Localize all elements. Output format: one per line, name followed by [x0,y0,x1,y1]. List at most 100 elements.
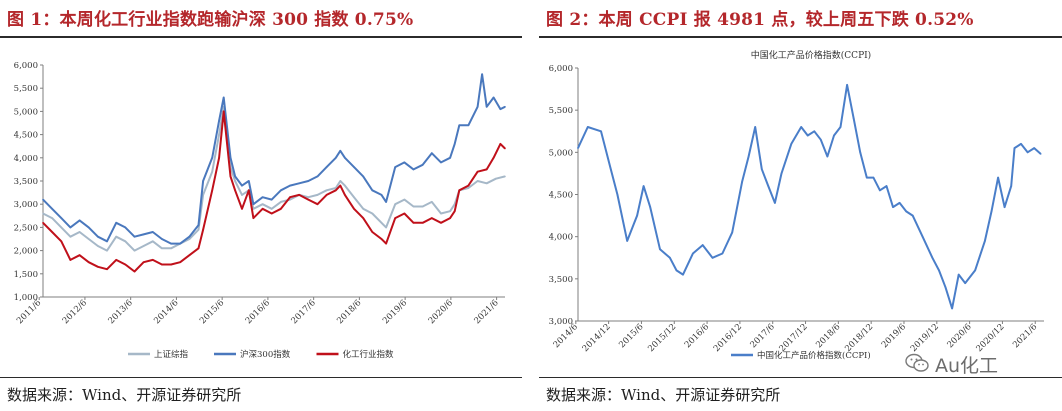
data-point [307,196,310,198]
data-point [97,245,99,247]
data-point [316,203,319,205]
data-point [403,198,406,201]
source-divider [0,377,522,378]
data-point [1020,143,1022,145]
data-point [453,203,456,205]
data-point [767,185,770,187]
data-point [747,155,750,158]
data-point [280,189,282,192]
data-point [499,143,502,145]
x-tick-label: 2020/6 [427,298,455,326]
data-point [298,194,301,196]
x-tick-label: 2015/12 [646,322,678,354]
figure-2-source: 数据来源：Wind、开源证券研究所 [546,386,781,404]
data-point [42,222,44,224]
data-point [142,245,145,247]
y-tick-label: 5,000 [549,148,573,158]
data-point [892,206,894,208]
data-point [78,254,81,256]
figure-1-source: 数据来源：Wind、开源证券研究所 [7,386,242,404]
data-point [133,235,136,238]
data-point [298,182,301,185]
chart-title: 中国化工产品价格指数(CCPI) [751,49,871,61]
data-point [188,238,191,240]
data-point [261,196,264,198]
data-point [124,263,127,266]
data-point [316,175,319,178]
data-point [270,212,273,215]
y-tick-label: 4,500 [549,191,573,201]
y-tick-label: 4,000 [14,154,38,164]
data-point [211,189,213,192]
data-point [280,201,282,203]
data-point [69,259,72,261]
x-tick-label: 2012/6 [61,298,89,326]
data-point [362,175,365,178]
data-point [476,106,479,108]
data-point [826,155,829,158]
series-line-2 [42,110,506,273]
data-point [142,233,145,236]
data-point [1010,185,1012,187]
data-point [587,126,589,128]
y-tick-label: 3,000 [549,317,573,327]
data-point [458,124,461,127]
data-point [170,242,172,245]
data-point [492,96,495,99]
data-point [1039,153,1042,155]
data-point [692,252,694,255]
x-tick-label: 2013/6 [107,298,135,326]
data-point [371,189,374,192]
data-point [289,196,291,198]
data-point [453,143,456,145]
data-point [440,212,442,215]
source-divider [539,377,1062,378]
data-point [152,259,154,261]
data-point [335,157,337,159]
data-point [51,208,53,210]
data-point [852,117,855,120]
data-point [202,228,204,231]
data-point [741,181,743,183]
data-point [997,176,999,179]
data-point [51,231,53,233]
data-point [307,198,310,201]
data-point [87,226,90,229]
data-point [499,108,502,110]
data-point [458,189,461,192]
y-tick-label: 6,000 [549,64,573,74]
data-point [380,194,383,196]
data-point [222,96,225,99]
data-point [289,184,291,187]
data-point [197,228,200,231]
data-point [385,201,387,203]
data-point [248,180,250,182]
data-point [682,273,684,276]
data-point [669,257,671,259]
data-point [898,202,901,204]
data-point [431,152,433,154]
data-point [839,126,842,128]
data-point [412,168,415,171]
data-point [97,235,99,238]
data-point [124,240,127,243]
data-point [964,282,966,284]
data-point [504,175,506,178]
x-tick-label: 2017/12 [778,322,810,354]
data-point [78,219,81,222]
wechat-icon [905,353,929,372]
data-point [385,242,387,245]
x-tick-label: 2021/6 [473,298,501,326]
data-point [234,175,236,178]
data-point [467,184,470,187]
data-point [481,73,483,76]
y-tick-label: 5,000 [14,107,38,117]
data-point [911,214,914,217]
y-tick-label: 3,500 [549,275,573,285]
data-point [957,273,960,276]
data-point [449,157,451,159]
data-point [60,217,63,219]
data-point [197,224,200,226]
x-tick-label: 2019/6 [880,322,908,350]
ccpi-chart: 中国化工产品价格指数(CCPI) 3,000 3,500 4,000 4,500 5,00… [549,49,1044,361]
